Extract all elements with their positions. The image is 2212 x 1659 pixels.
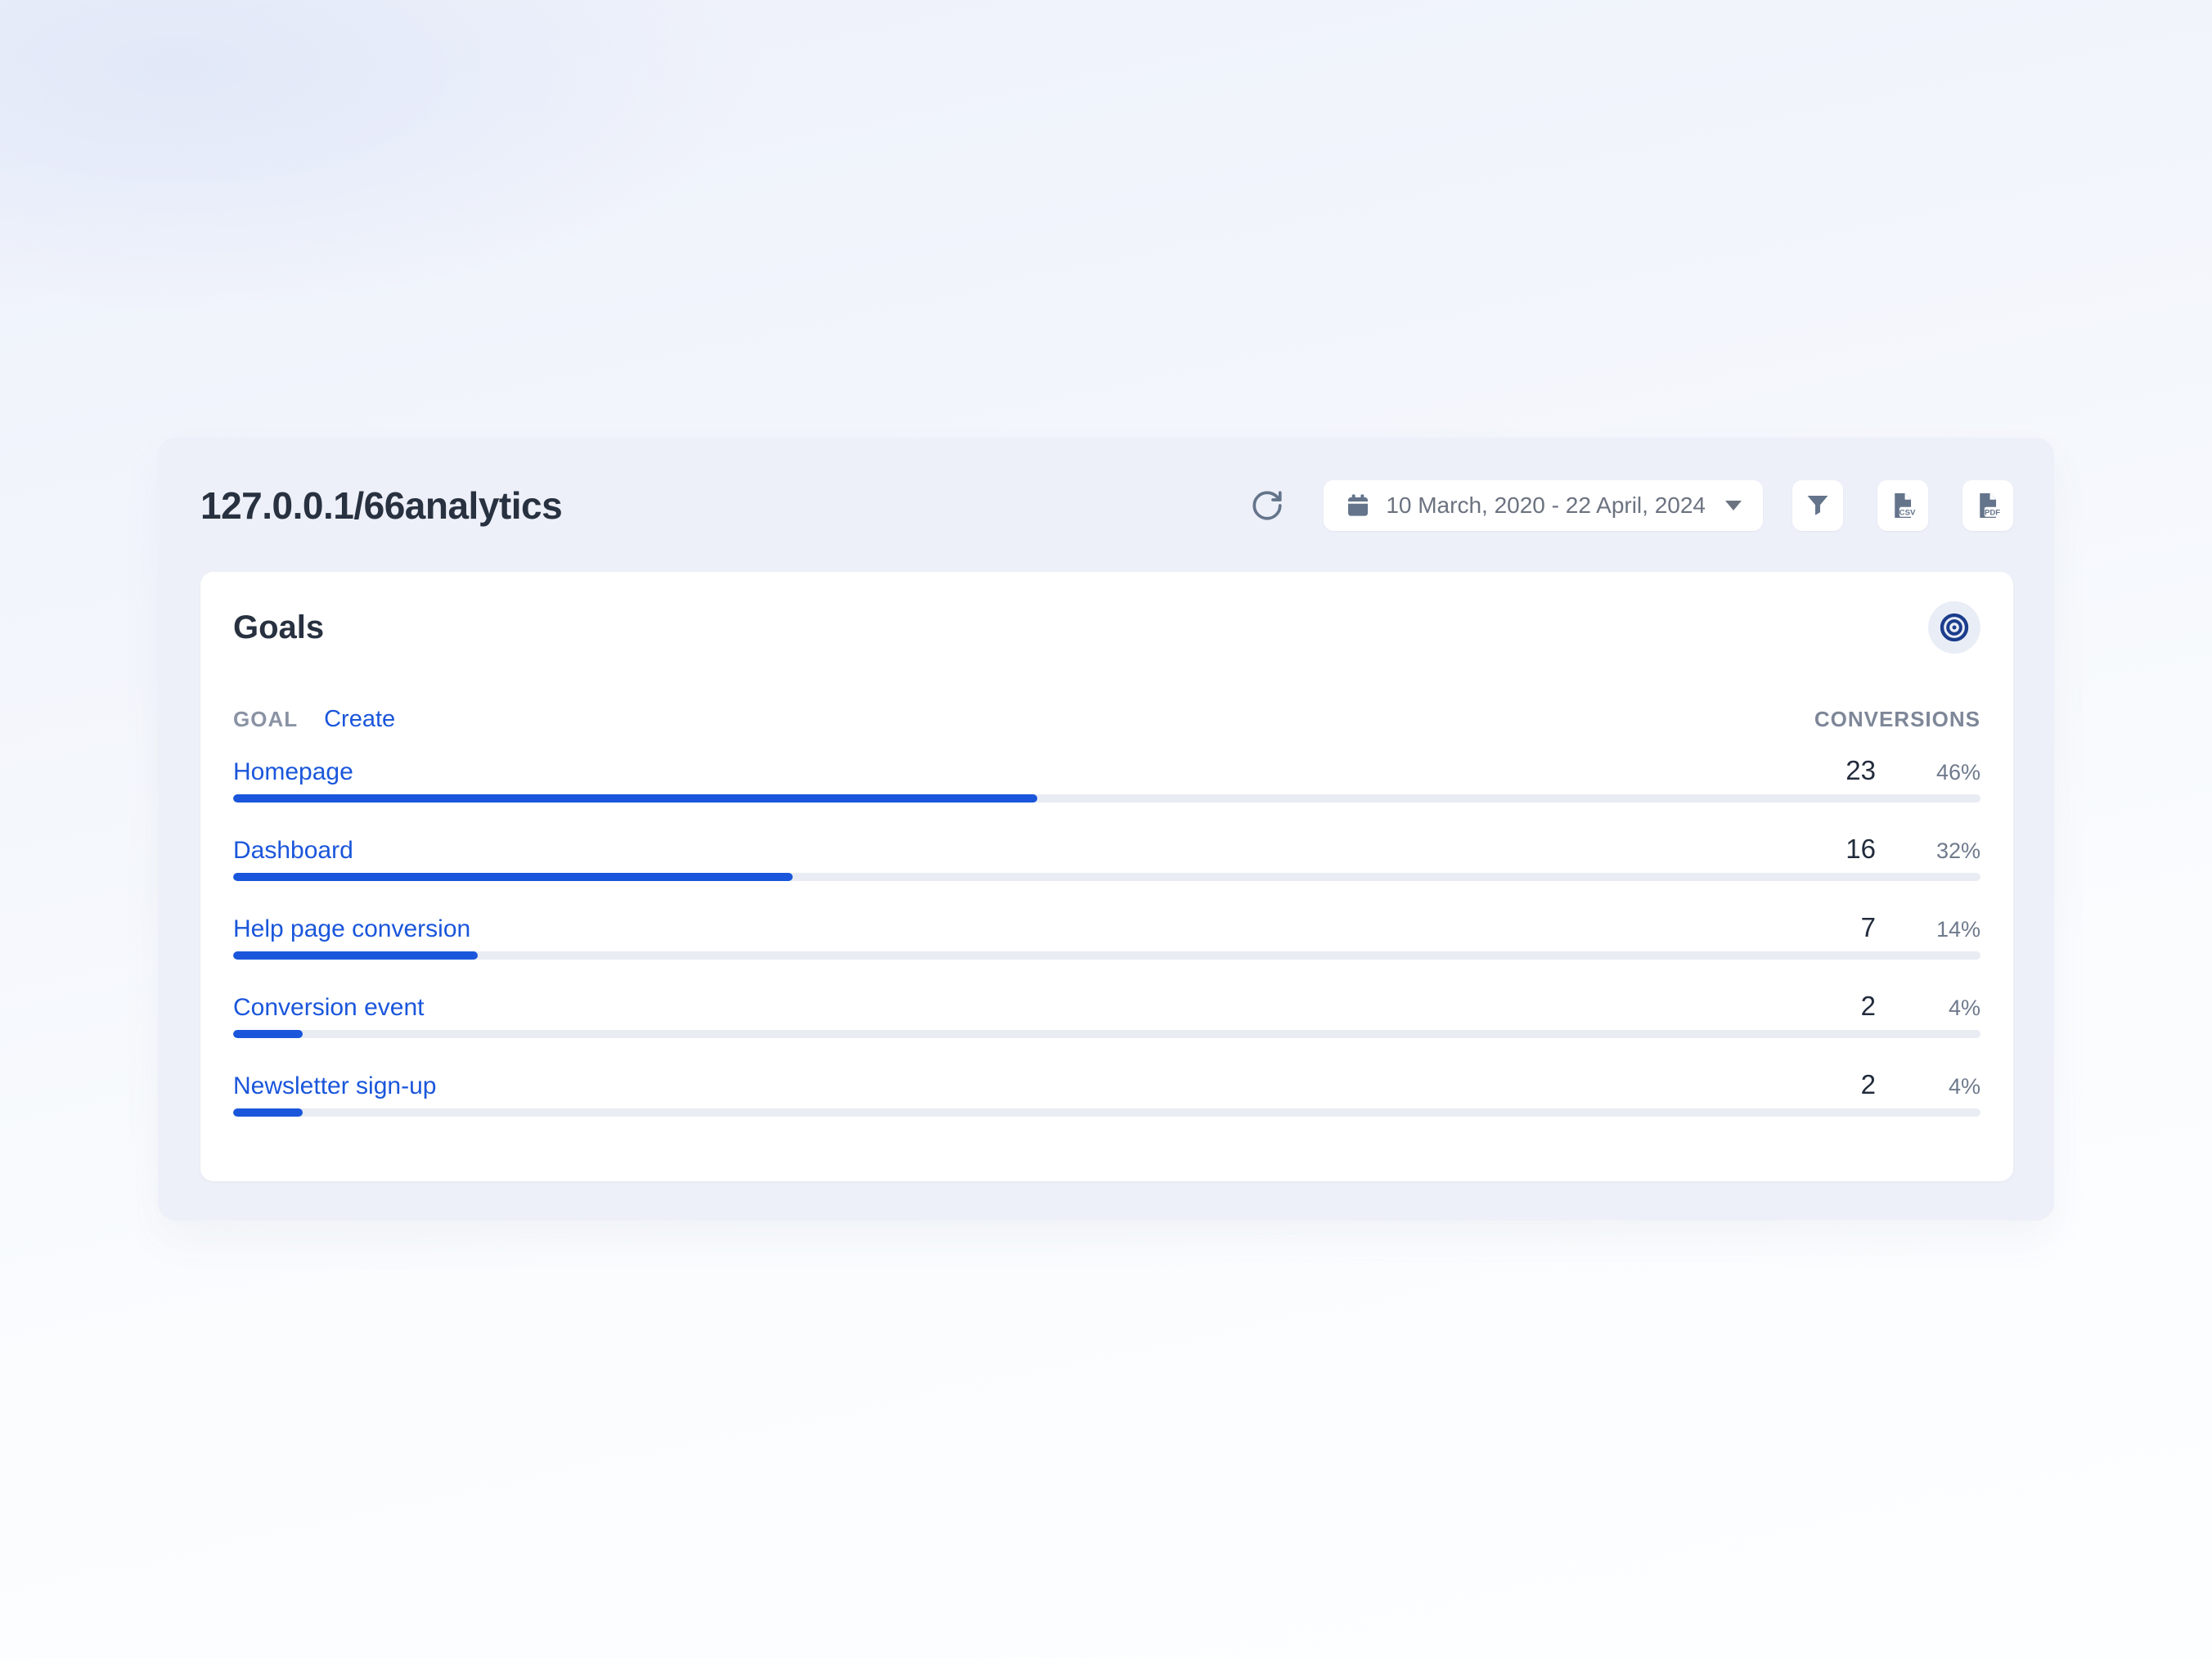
progress-bar-track xyxy=(233,1030,1980,1038)
conversions-count: 16 xyxy=(1846,834,1876,864)
page-title: 127.0.0.1/66analytics xyxy=(200,484,563,527)
progress-bar-fill xyxy=(233,794,1037,803)
export-csv-button[interactable]: CSV xyxy=(1877,480,1928,531)
goal-row: Dashboard 16 32% xyxy=(233,834,1980,881)
progress-bar-fill xyxy=(233,951,479,960)
toolbar: 10 March, 2020 - 22 April, 2024 CSV xyxy=(1248,480,2013,531)
column-header-goal: GOAL xyxy=(233,707,299,731)
goals-title: Goals xyxy=(233,609,325,645)
conversions-percent: 46% xyxy=(1936,760,1980,785)
conversions-count: 2 xyxy=(1860,1069,1876,1099)
filter-button[interactable] xyxy=(1792,480,1843,531)
create-goal-link[interactable]: Create xyxy=(324,706,396,732)
conversions-count: 7 xyxy=(1860,912,1876,942)
goals-card-header: Goals xyxy=(233,601,1980,654)
export-pdf-button[interactable]: PDF xyxy=(1962,480,2013,531)
file-csv-icon: CSV xyxy=(1888,491,1918,520)
panel-header: 127.0.0.1/66analytics xyxy=(200,480,2013,531)
goal-row: Homepage 23 46% xyxy=(233,755,1980,803)
progress-bar-fill xyxy=(233,1030,303,1038)
goal-row: Newsletter sign-up 2 4% xyxy=(233,1069,1980,1117)
conversions-percent: 32% xyxy=(1936,838,1980,863)
goal-link[interactable]: Newsletter sign-up xyxy=(233,1072,437,1099)
calendar-icon xyxy=(1345,492,1371,519)
svg-text:PDF: PDF xyxy=(1985,508,2000,517)
goals-table-header: GOAL Create CONVERSIONS xyxy=(233,706,1980,732)
progress-bar-track xyxy=(233,951,1980,960)
conversions-percent: 4% xyxy=(1948,996,1980,1020)
refresh-icon xyxy=(1250,488,1284,523)
progress-bar-track xyxy=(233,1108,1980,1117)
goals-card: Goals GOAL Create CONVERSIONS Homepage xyxy=(200,572,2013,1181)
file-pdf-icon: PDF xyxy=(1973,491,2003,520)
progress-bar-fill xyxy=(233,873,793,881)
date-range-text: 10 March, 2020 - 22 April, 2024 xyxy=(1386,492,1706,518)
column-header-conversions: CONVERSIONS xyxy=(1814,707,1980,731)
progress-bar-track xyxy=(233,794,1980,803)
goals-target-button[interactable] xyxy=(1928,601,1980,654)
progress-bar-fill xyxy=(233,1108,303,1117)
svg-text:CSV: CSV xyxy=(1900,508,1916,517)
conversions-count: 23 xyxy=(1846,755,1876,785)
conversions-percent: 4% xyxy=(1948,1074,1980,1099)
chevron-down-icon xyxy=(1725,501,1742,510)
goal-link[interactable]: Homepage xyxy=(233,758,353,785)
goal-link[interactable]: Conversion event xyxy=(233,994,425,1021)
date-range-picker[interactable]: 10 March, 2020 - 22 April, 2024 xyxy=(1324,480,1763,531)
goal-link[interactable]: Dashboard xyxy=(233,837,353,864)
refresh-button[interactable] xyxy=(1248,487,1286,524)
progress-bar-track xyxy=(233,873,1980,881)
analytics-panel: 127.0.0.1/66analytics xyxy=(158,438,2054,1221)
goal-row: Help page conversion 7 14% xyxy=(233,912,1980,960)
bullseye-icon xyxy=(1938,611,1971,644)
goal-link[interactable]: Help page conversion xyxy=(233,915,471,942)
goal-row: Conversion event 2 4% xyxy=(233,991,1980,1038)
funnel-icon xyxy=(1804,492,1832,519)
conversions-percent: 14% xyxy=(1936,917,1980,942)
conversions-count: 2 xyxy=(1860,991,1876,1021)
